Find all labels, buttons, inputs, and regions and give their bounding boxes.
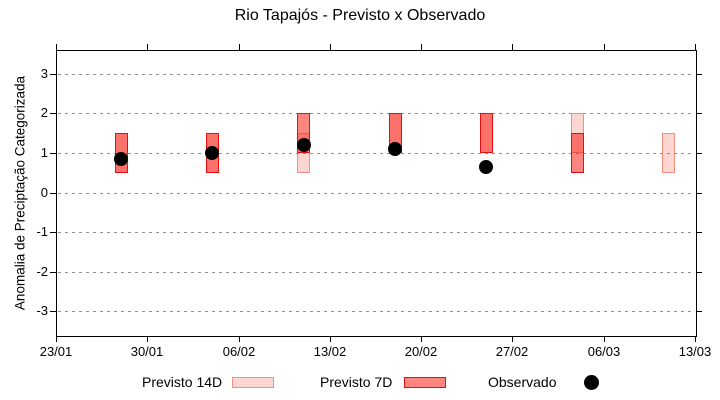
y-tick-right: [696, 153, 702, 154]
y-tick-left: [50, 153, 56, 154]
x-tick-top: [421, 44, 422, 50]
y-tick-label: 0: [40, 185, 48, 200]
y-tick-label: 2: [40, 105, 48, 120]
chart-title: Rio Tapajós - Previsto x Observado: [234, 7, 486, 24]
x-tick-top: [695, 44, 696, 50]
y-tick-right: [696, 113, 702, 114]
x-tick-label: 06/02: [222, 344, 256, 359]
y-tick-left: [50, 113, 56, 114]
observado-point: [114, 151, 129, 166]
x-tick-label: 23/01: [39, 344, 73, 359]
y-tick-right: [696, 232, 702, 233]
x-tick-bottom: [330, 336, 331, 342]
previsto-7d-swatch: [404, 376, 447, 388]
x-tick-top: [147, 44, 148, 50]
observado-swatch: [584, 374, 600, 390]
y-tick-label: -1: [36, 224, 48, 239]
y-tick-label: -3: [36, 303, 48, 318]
gridline-y: [58, 193, 693, 194]
observado-point: [479, 159, 494, 174]
y-tick-right: [696, 74, 702, 75]
gridline-y: [58, 113, 693, 114]
previsto-14d-bar: [662, 133, 676, 173]
x-tick-label: 13/02: [313, 344, 347, 359]
y-tick-left: [50, 311, 56, 312]
x-tick-bottom: [421, 336, 422, 342]
gridline-y: [58, 311, 693, 312]
y-tick-label: 1: [40, 145, 48, 160]
x-tick-bottom: [147, 336, 148, 342]
legend-item: Observado: [488, 371, 600, 393]
legend-label: Previsto 14D: [142, 374, 223, 390]
y-tick-label: -2: [36, 264, 48, 279]
previsto-14d-swatch: [232, 376, 275, 388]
y-tick-left: [50, 193, 56, 194]
legend-item: Previsto 7D: [320, 371, 447, 393]
x-tick-bottom: [695, 336, 696, 342]
gridline-y: [58, 232, 693, 233]
y-tick-left: [50, 232, 56, 233]
x-tick-top: [512, 44, 513, 50]
observado-point: [388, 141, 403, 156]
y-tick-right: [696, 193, 702, 194]
observado-point: [205, 145, 220, 160]
legend-label: Observado: [488, 374, 557, 390]
legend-item: Previsto 14D: [142, 371, 275, 393]
y-tick-left: [50, 272, 56, 273]
y-tick-label: 3: [40, 66, 48, 81]
gridline-y: [58, 74, 693, 75]
x-tick-label: 13/03: [678, 344, 712, 359]
observado-point: [296, 138, 311, 152]
x-tick-top: [330, 44, 331, 50]
gridline-y: [58, 272, 693, 273]
y-tick-right: [696, 311, 702, 312]
x-tick-top: [604, 44, 605, 50]
x-tick-top: [56, 44, 57, 50]
x-tick-bottom: [604, 336, 605, 342]
x-tick-bottom: [239, 336, 240, 342]
x-tick-label: 30/01: [130, 344, 164, 359]
previsto-7d-bar: [479, 113, 493, 153]
gridline-y: [58, 153, 693, 154]
x-tick-label: 06/03: [587, 344, 621, 359]
legend-label: Previsto 7D: [320, 374, 393, 390]
x-tick-label: 27/02: [495, 344, 529, 359]
x-tick-bottom: [56, 336, 57, 342]
x-tick-top: [239, 44, 240, 50]
x-tick-bottom: [512, 336, 513, 342]
y-tick-left: [50, 74, 56, 75]
y-tick-right: [696, 272, 702, 273]
previsto-7d-bar: [571, 133, 585, 173]
x-tick-label: 20/02: [404, 344, 438, 359]
